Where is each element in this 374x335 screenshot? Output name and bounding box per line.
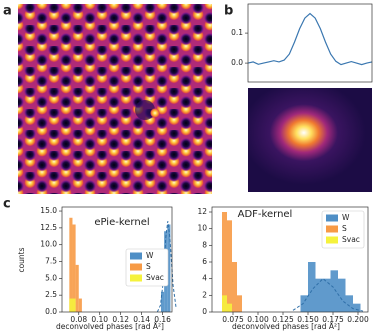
histogram-bar [78,298,82,312]
axes-frame [247,3,373,83]
y-tick-label: 2.5 [45,290,57,299]
y-tick-label: 0.1 [231,28,243,37]
x-tick-label: 0.100 [247,315,269,324]
panel-label: a [3,4,12,19]
legend-label: W [146,251,154,260]
x-axis-label: deconvolved phases [rad Å²] [232,322,340,331]
defect-spot [150,108,160,118]
histogram-bar [69,217,73,312]
axes-frame [211,206,369,313]
legend-swatch [326,214,338,222]
y-tick-label: 12.5 [40,223,57,232]
x-tick-label: 0.075 [222,315,244,324]
y-tick-label: 0.0 [231,58,243,67]
histogram-bar [330,270,338,312]
histogram-bar [75,264,79,312]
histogram-bar [345,295,353,312]
legend-label: Svac [146,273,164,282]
x-tick-label: 0.10 [91,315,108,324]
histogram-bar [323,278,331,312]
chart-title: ADF-kernel [238,209,293,220]
histogram-bar [227,303,232,312]
histogram-bar [353,303,361,312]
legend-swatch [130,252,142,260]
y-axis-label: counts [17,247,26,272]
histogram-bar [308,262,316,312]
lattice-image [18,4,212,194]
x-tick-label: 0.200 [347,315,369,324]
y-tick-label: 2 [202,290,207,299]
legend-label: S [342,224,347,233]
panel-label: b [224,4,233,19]
legend-label: S [146,262,151,271]
histogram-bar [161,291,165,312]
histogram-bar [222,212,227,312]
x-tick-label: 0.12 [112,315,129,324]
histogram-bar [227,220,232,312]
defect-region [135,100,155,120]
y-tick-label: 15.0 [40,206,57,215]
legend-label: Svac [342,235,360,244]
legend-swatch [326,225,338,233]
axes-frame [61,206,173,313]
chart-title: ePie-kernel [94,217,149,228]
histogram-bar [69,298,73,312]
y-tick-label: 6 [202,257,207,266]
fit-curve [292,277,364,312]
histogram-bar [167,224,171,312]
x-tick-label: 0.14 [133,315,150,324]
histogram-bar [338,278,346,312]
x-tick-label: 0.125 [272,315,294,324]
panel-label: c [3,197,11,212]
y-tick-label: 12 [197,207,207,216]
y-tick-label: 10 [197,224,207,233]
legend-swatch [130,274,142,282]
y-tick-label: 4 [202,274,207,283]
legend-swatch [130,263,142,271]
x-tick-label: 0.175 [322,315,344,324]
y-tick-label: 8 [202,240,207,249]
x-axis-label: deconvolved phases [rad Å²] [56,322,164,331]
histogram-bar [237,295,242,312]
y-tick-label: 10.0 [40,240,57,249]
fit-curve [156,221,177,313]
histogram-bar [300,295,308,312]
kernel-image [248,88,372,192]
y-tick-label: 7.5 [45,257,57,266]
legend-swatch [326,236,338,244]
legend-label: W [342,213,350,222]
histogram-bar [232,262,237,312]
histogram-bar [222,295,227,312]
x-tick-label: 0.08 [70,315,87,324]
histogram-bar [315,278,323,312]
y-tick-label: 5.0 [45,273,57,282]
histogram-bar [72,298,76,312]
x-tick-label: 0.150 [297,315,319,324]
y-tick-label: 0 [202,307,207,316]
x-tick-label: 0.16 [154,315,171,324]
data-line [247,12,373,66]
histogram-bar [72,224,76,312]
y-tick-label: 0.0 [45,307,57,316]
